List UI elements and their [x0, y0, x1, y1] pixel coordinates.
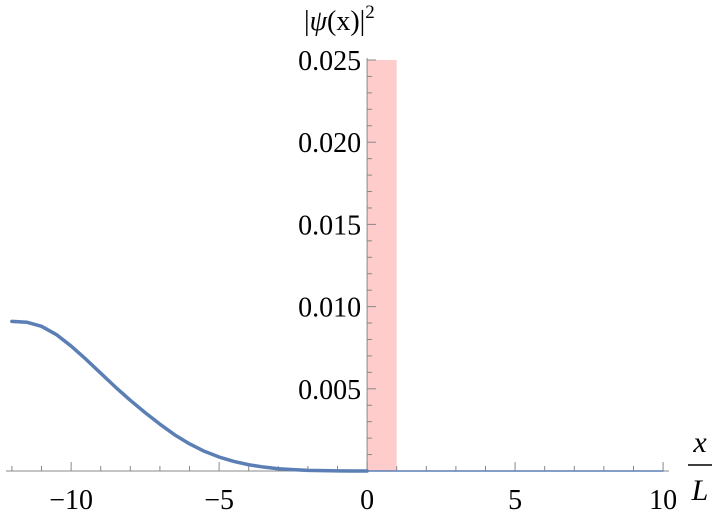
- axes: [6, 58, 669, 472]
- y-tick-label: 0.025: [298, 46, 361, 77]
- y-label-close: |: [360, 6, 366, 37]
- ticks: [11, 59, 664, 471]
- y-label-power: 2: [365, 2, 375, 23]
- y-tick-label: 0.020: [298, 128, 361, 159]
- wavefunction-curve: [10, 319, 369, 473]
- x-tick-label: −10: [49, 485, 93, 516]
- x-label-numerator: x: [692, 426, 707, 459]
- y-label-psi: ψ: [310, 6, 328, 37]
- y-tick-label: 0.005: [298, 375, 361, 406]
- y-tick-label: 0.010: [298, 293, 361, 324]
- barrier-rect: [367, 60, 397, 471]
- y-tick-label: 0.015: [298, 210, 361, 241]
- series-layer: [10, 319, 664, 473]
- x-tick-label: 0: [360, 485, 374, 516]
- y-axis-label: |ψ(x)|2: [304, 2, 375, 37]
- barrier-layer: [367, 60, 397, 471]
- x-tick-label: 5: [508, 485, 522, 516]
- x-tick-label: −5: [204, 485, 234, 516]
- y-label-open: |: [304, 6, 310, 37]
- x-tick-label: 10: [649, 485, 677, 516]
- x-label-denominator: L: [691, 474, 709, 507]
- tick-labels: −10 −5 0 5 10 0.005 0.010 0.015 0.020 0.025: [49, 46, 677, 516]
- y-label-arg: (x): [327, 6, 360, 37]
